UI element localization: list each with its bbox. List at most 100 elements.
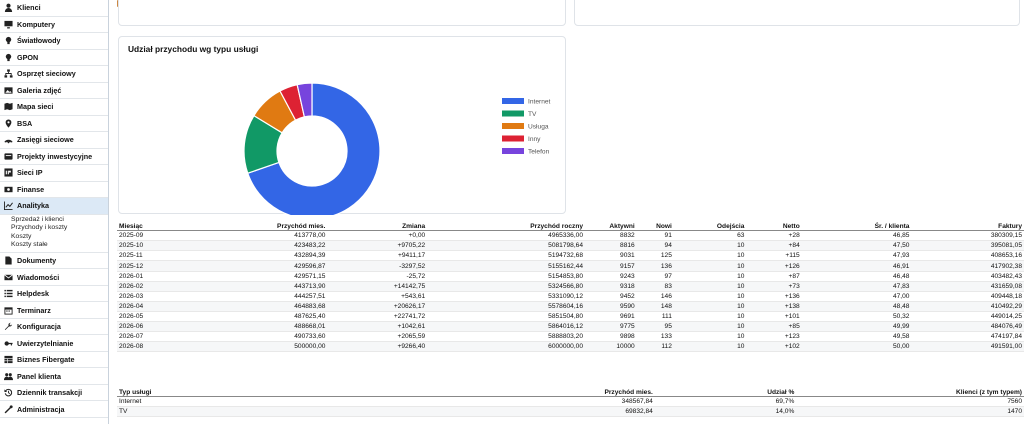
cell-net: +138: [746, 301, 802, 312]
cell-month: 2026-04: [117, 301, 168, 312]
antenna-icon: [4, 135, 13, 144]
mail-icon: [4, 273, 13, 282]
legend-swatch[interactable]: [502, 123, 524, 129]
money-icon: [4, 185, 13, 194]
sidebar: Klienci Komputery Światłowody GPON Osprzęt s…: [0, 0, 109, 424]
top-right-panel: [574, 0, 1020, 26]
col-service-revenue[interactable]: Przychód mies.: [389, 388, 655, 398]
sidebar-item-komputery[interactable]: Komputery: [0, 17, 108, 33]
cell-annual-revenue: 5851504,80: [427, 311, 586, 323]
submenu-item-revenue-costs[interactable]: Przychody i koszty: [11, 224, 68, 232]
cell-month: 2025-10: [117, 240, 168, 252]
cell-change: +9266,40: [327, 341, 428, 353]
sidebar-item-mapa-sieci[interactable]: Mapa sieci: [0, 99, 108, 116]
sidebar-item-label: Biznes Fibergate: [17, 355, 75, 365]
cell-invoices: 484076,49: [911, 321, 1024, 333]
col-avg-per-client[interactable]: Śr. / klienta: [801, 222, 912, 232]
legend-swatch[interactable]: [502, 110, 524, 117]
submenu-item-fixed-costs[interactable]: Koszty stałe: [11, 241, 48, 249]
table-row: 2025-10 423483,22 +9705,22 5081798,64 8816 94…: [117, 240, 1024, 252]
legend-swatch[interactable]: [502, 98, 524, 104]
cell-change: +9705,22: [327, 240, 428, 252]
legend-label[interactable]: TV: [528, 111, 537, 118]
cell-net: +101: [746, 311, 802, 323]
sidebar-item-label: Mapa sieci: [17, 102, 54, 112]
cell-avg-per-client: 49,58: [801, 331, 912, 343]
sidebar-item-dokumenty[interactable]: Dokumenty: [0, 253, 108, 270]
cell-avg-per-client: 46,85: [801, 230, 912, 242]
sidebar-item-dziennik-transakcji[interactable]: Dziennik transakcji: [0, 385, 108, 402]
cell-new: 94: [636, 240, 674, 252]
sidebar-item-administracja[interactable]: Administracja: [0, 401, 108, 418]
ip-icon: [4, 168, 13, 177]
pie-slice-telefon[interactable]: [296, 82, 313, 118]
col-change[interactable]: Zmiana: [327, 222, 428, 232]
cell-invoices: 474197,84: [911, 331, 1024, 343]
sidebar-item-osprzet-sieciowy[interactable]: Osprzęt sieciowy: [0, 66, 108, 83]
sidebar-item-swiatlowody[interactable]: Światłowody: [0, 33, 108, 50]
col-active[interactable]: Aktywni: [585, 222, 637, 232]
legend-label[interactable]: Telefon: [528, 149, 550, 156]
cell-new: 125: [636, 250, 674, 262]
table-row: 2026-04 464883,68 +20626,17 5578604,16 9590 1…: [117, 301, 1024, 312]
col-service-share[interactable]: Udział %: [654, 388, 797, 398]
pie-slice-internet[interactable]: [246, 82, 381, 215]
col-month[interactable]: Miesiąc: [117, 222, 168, 232]
sidebar-item-finanse[interactable]: Finanse: [0, 182, 108, 198]
sidebar-item-biznes-fibergate[interactable]: Biznes Fibergate: [0, 352, 108, 369]
cell-active: 9590: [585, 301, 637, 312]
sidebar-item-uwierzytelnianie[interactable]: Uwierzytelnianie: [0, 335, 108, 352]
sidebar-item-helpdesk[interactable]: Helpdesk: [0, 286, 108, 303]
sidebar-item-gpon[interactable]: GPON: [0, 50, 108, 66]
legend-label[interactable]: Usługa: [528, 124, 549, 131]
sidebar-item-konfiguracja[interactable]: Konfiguracja: [0, 319, 108, 336]
cell-churn: 10: [673, 250, 747, 262]
cell-month: 2026-08: [117, 341, 168, 353]
document-icon: [4, 256, 13, 265]
sidebar-item-panel-klienta[interactable]: Panel klienta: [0, 368, 108, 385]
sidebar-item-zasiegi-sieciowe[interactable]: Zasięgi sieciowe: [0, 132, 108, 149]
sidebar-item-galeria-zdjec[interactable]: Galeria zdjęć: [0, 83, 108, 99]
cell-avg-per-client: 47,50: [801, 240, 912, 252]
col-monthly-revenue[interactable]: Przychód mies.: [167, 222, 328, 232]
col-churn[interactable]: Odejścia: [673, 222, 747, 232]
cell-avg-per-client: 49,99: [801, 321, 912, 333]
col-service-type[interactable]: Typ usługi: [117, 388, 390, 398]
sidebar-item-wiadomosci[interactable]: Wiadomości: [0, 269, 108, 286]
sidebar-item-sieci-ip[interactable]: Sieci IP: [0, 165, 108, 182]
cell-new: 133: [636, 331, 674, 343]
cell-net: +73: [746, 281, 802, 292]
cell-change: +1042,61: [327, 321, 428, 333]
sidebar-item-terminarz[interactable]: Terminarz: [0, 302, 108, 319]
cell-invoices: 408653,16: [911, 250, 1024, 262]
table-row: 2025-11 432894,39 +9411,17 5194732,68 9031 12…: [117, 250, 1024, 262]
cell-month: 2026-06: [117, 321, 168, 333]
legend-label[interactable]: Internet: [528, 99, 551, 106]
sidebar-item-label: Analityka: [17, 201, 49, 211]
legend-label[interactable]: Inny: [528, 136, 541, 143]
cell-month: 2025-09: [117, 230, 168, 242]
legend-swatch[interactable]: [502, 148, 524, 154]
service-table: Typ usługi Przychód mies. Udział % Klien…: [117, 388, 1024, 418]
cell-monthly-revenue: 464883,68: [167, 301, 328, 312]
sidebar-item-label: Osprzęt sieciowy: [17, 69, 76, 79]
cell-service-share: 69,7%: [654, 396, 797, 408]
cell-monthly-revenue: 429571,15: [167, 271, 328, 282]
col-annual-revenue[interactable]: Przychód roczny: [427, 222, 586, 232]
submenu-item-costs[interactable]: Koszty: [11, 232, 32, 240]
cell-service-type: Internet: [117, 396, 390, 408]
cell-churn: 10: [673, 341, 747, 353]
sidebar-item-projekty-inwestycyjne[interactable]: Projekty inwestycyjne: [0, 149, 108, 165]
sidebar-item-analityka[interactable]: Analityka: [0, 198, 108, 215]
col-invoices[interactable]: Faktury: [911, 222, 1024, 232]
submenu-item-sales[interactable]: Sprzedaż i klienci: [11, 215, 64, 223]
sidebar-item-klienci[interactable]: Klienci: [0, 0, 108, 17]
col-new[interactable]: Nowi: [636, 222, 674, 232]
col-service-clients[interactable]: Klienci (z tym typem): [796, 388, 1024, 398]
legend-swatch[interactable]: [502, 135, 524, 142]
col-net[interactable]: Netto: [746, 222, 802, 232]
sidebar-item-bsa[interactable]: BSA: [0, 116, 108, 132]
table-row: 2026-01 429571,15 -25,72 5154853,80 9243 97 10…: [117, 271, 1024, 282]
cell-avg-per-client: 47,00: [801, 291, 912, 302]
top-left-panel: [118, 0, 566, 26]
